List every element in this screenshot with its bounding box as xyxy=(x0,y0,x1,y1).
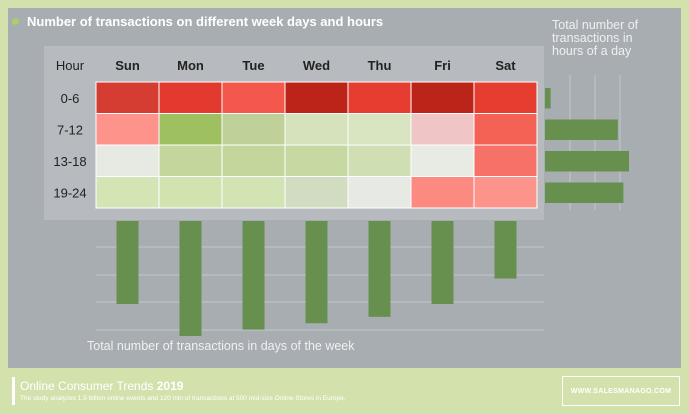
footer-subtitle: The study analyzes 1.5 billion online ev… xyxy=(20,395,346,402)
day-header-mon: Mon xyxy=(177,58,204,73)
heatmap-cell-fri-3 xyxy=(410,176,475,209)
day-header-fri: Fri xyxy=(434,58,451,73)
heatmap-cell-wed-1 xyxy=(284,113,349,146)
heatmap-cell-thu-3 xyxy=(347,176,412,209)
footer-year: 2019 xyxy=(156,379,184,393)
footer-accent-bar xyxy=(12,377,15,405)
hour-label-2: 13-18 xyxy=(53,154,86,169)
week-total-label: Total number of transactions in days of … xyxy=(87,339,355,353)
heatmap-cell-mon-0 xyxy=(158,81,223,114)
footer-url-link[interactable]: WWW.SALESMANAGO.COM xyxy=(562,376,680,406)
heatmap-cell-wed-0 xyxy=(284,81,349,114)
hour-total-bar-0 xyxy=(545,88,551,109)
heatmap-cell-fri-1 xyxy=(410,113,475,146)
heatmap-cell-mon-2 xyxy=(158,144,223,177)
hour-label-3: 19-24 xyxy=(53,185,86,200)
heatmap-cell-wed-2 xyxy=(284,144,349,177)
title-row: Number of transactions on different week… xyxy=(12,14,383,29)
hour-total-bar-3 xyxy=(545,182,624,203)
heatmap-cell-sat-1 xyxy=(473,113,538,146)
heatmap-cell-sat-2 xyxy=(473,144,538,177)
hours-total-label: Total number of transactions in hours of… xyxy=(552,18,639,58)
heatmap-cell-fri-2 xyxy=(410,144,475,177)
chart-title: Number of transactions on different week… xyxy=(27,14,384,29)
heatmap-cell-sun-3 xyxy=(95,176,160,209)
corner-label: Hour xyxy=(56,58,85,73)
day-header-tue: Tue xyxy=(242,58,264,73)
heatmap-cell-thu-1 xyxy=(347,113,412,146)
day-total-bar-fri xyxy=(431,221,454,305)
heatmap-cell-sun-2 xyxy=(95,144,160,177)
heatmap-cell-sat-0 xyxy=(473,81,538,114)
bullet-dot-icon xyxy=(12,18,19,25)
hour-total-bar-2 xyxy=(545,151,629,172)
day-header-sat: Sat xyxy=(495,58,516,73)
heatmap-cell-tue-0 xyxy=(221,81,286,114)
heatmap-cell-thu-0 xyxy=(347,81,412,114)
day-header-sun: Sun xyxy=(115,58,140,73)
heatmap-cell-sun-1 xyxy=(95,113,160,146)
heatmap-cell-mon-3 xyxy=(158,176,223,209)
footer: Online Consumer Trends 2019 The study an… xyxy=(0,368,689,414)
heatmap-cell-tue-3 xyxy=(221,176,286,209)
day-total-bar-sun xyxy=(116,221,139,305)
day-total-bar-tue xyxy=(242,221,265,330)
footer-title: Online Consumer Trends 2019 xyxy=(20,379,183,393)
hour-label-0: 0-6 xyxy=(61,91,80,106)
heatmap-cell-thu-2 xyxy=(347,144,412,177)
heatmap-cell-tue-2 xyxy=(221,144,286,177)
heatmap-cell-wed-3 xyxy=(284,176,349,209)
day-header-wed: Wed xyxy=(303,58,330,73)
heatmap-cell-sat-3 xyxy=(473,176,538,209)
hour-label-1: 7-12 xyxy=(57,122,83,137)
day-header-thu: Thu xyxy=(368,58,392,73)
heatmap-cell-tue-1 xyxy=(221,113,286,146)
hour-total-bar-1 xyxy=(545,119,618,140)
heatmap-cell-mon-1 xyxy=(158,113,223,146)
heatmap-cell-fri-0 xyxy=(410,81,475,114)
heatmap-cell-sun-0 xyxy=(95,81,160,114)
day-total-bar-thu xyxy=(368,221,391,317)
day-total-bar-mon xyxy=(179,221,202,336)
day-total-bar-sat xyxy=(494,221,517,279)
footer-title-text: Online Consumer Trends xyxy=(20,379,157,393)
day-total-bar-wed xyxy=(305,221,328,324)
